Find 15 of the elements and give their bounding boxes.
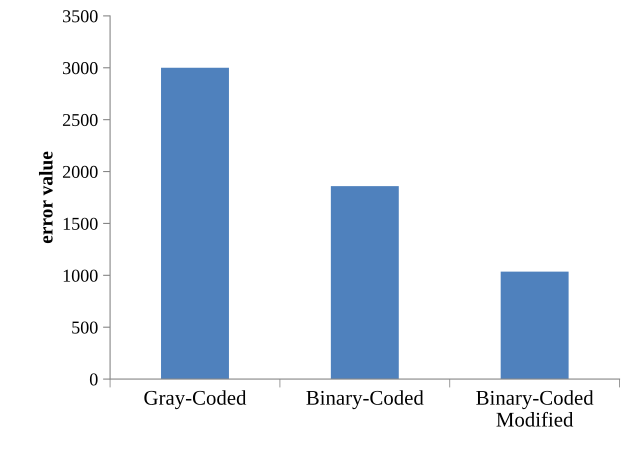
y-tick-label: 0 [90,373,98,386]
bar [500,272,569,380]
y-tick-label: 2000 [62,166,98,178]
y-tick-label: 1000 [64,270,98,282]
x-tick-label: Binary-Coded [306,390,424,410]
y-tick-label: 3500 [63,10,98,22]
y-tick-label: 2500 [62,114,98,126]
x-tick-label: Binary-Coded Modified [476,390,594,427]
y-tick-label: 3000 [63,62,98,74]
bar [161,68,229,380]
y-tick-label: 1500 [64,218,98,230]
x-tick-label: Gray-Coded [144,390,246,410]
bar [330,186,399,380]
y-tick-label: 500 [72,321,98,334]
y-axis-title: error value [38,152,53,244]
